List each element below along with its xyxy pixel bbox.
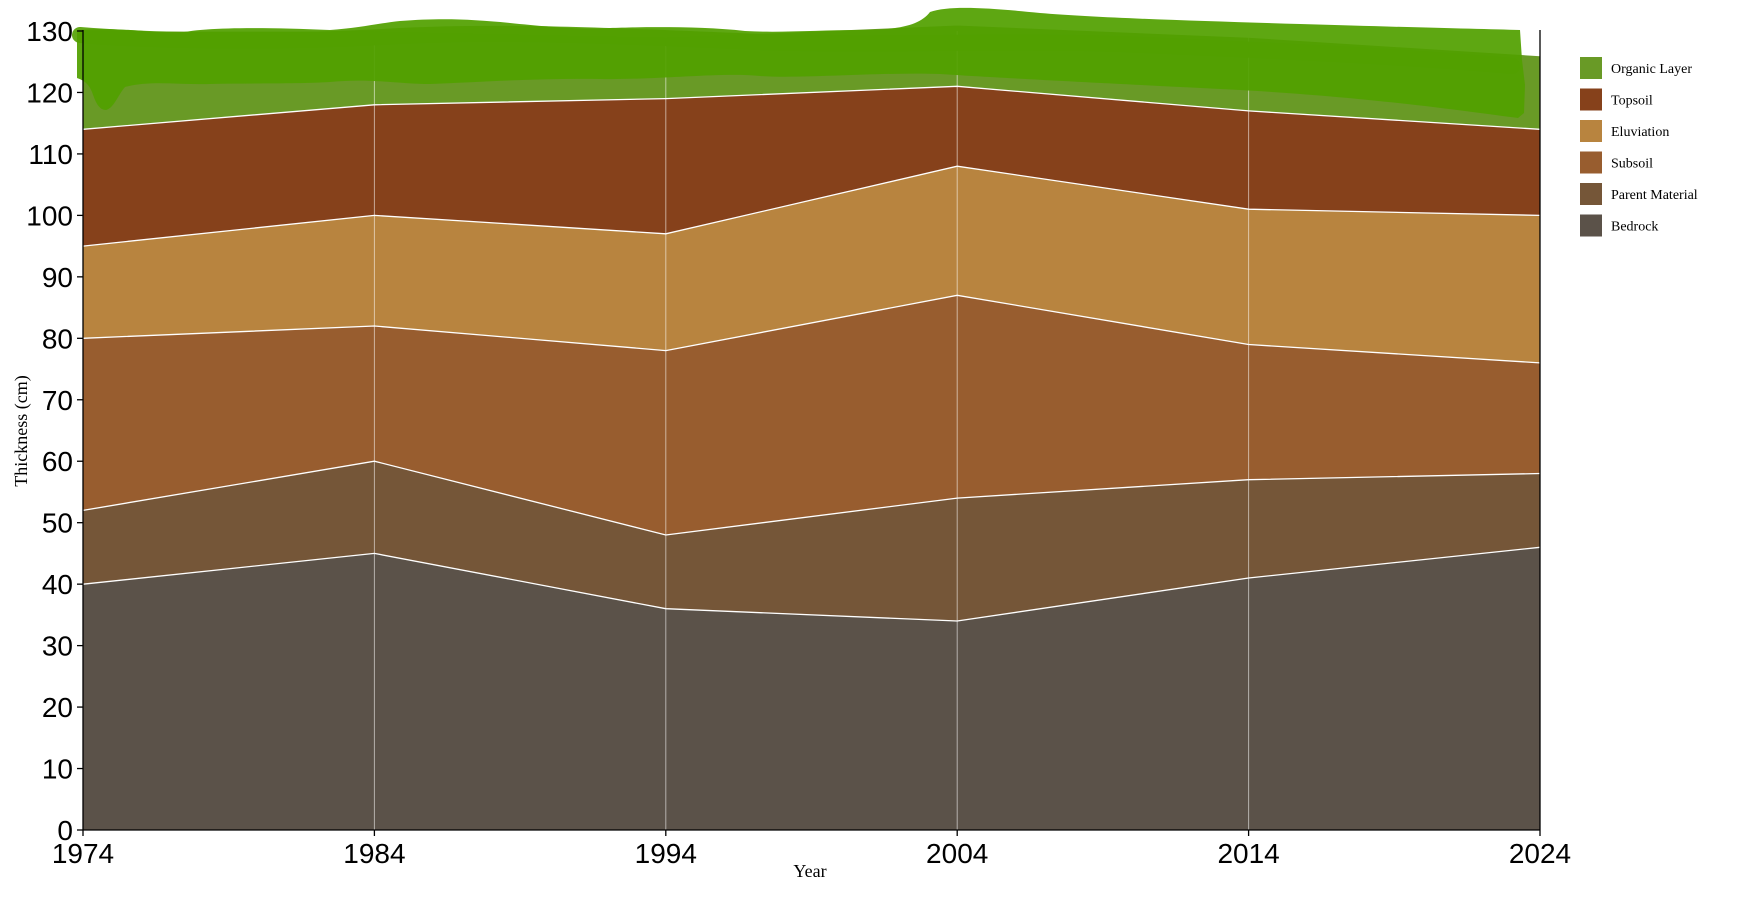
legend-swatch	[1580, 57, 1602, 79]
legend-swatch	[1580, 88, 1602, 111]
boundary-line	[82, 546, 1541, 622]
y-tick-label: 120	[26, 77, 73, 108]
x-tick-label: 2014	[1217, 838, 1279, 869]
y-axis-ticks: 0 10 20 30 40 50 60 70 80 90 100 110 120 130	[26, 16, 83, 846]
boundary-line	[82, 85, 1541, 130]
x-tick-label: 1984	[343, 838, 405, 869]
y-tick-label: 30	[42, 631, 73, 662]
x-tick-label: 1994	[635, 838, 697, 869]
axes	[82, 30, 1541, 831]
legend-label: Eluviation	[1611, 125, 1669, 140]
boundary-line	[82, 165, 1541, 247]
highlight-stroke	[72, 25, 1520, 74]
area-eluviation	[83, 166, 1540, 363]
area-subsoil	[83, 295, 1540, 535]
boundary-line	[82, 460, 1541, 536]
y-tick-label: 90	[42, 262, 73, 293]
legend-swatch	[1580, 151, 1602, 174]
legend-label: Parent Material	[1611, 188, 1698, 203]
y-tick-label: 110	[28, 139, 73, 170]
area-bedrock	[83, 547, 1540, 830]
y-tick-label: 70	[42, 385, 73, 416]
x-tick-label: 2004	[926, 838, 988, 869]
green-highlight-overlay	[72, 7, 1525, 119]
y-tick-label: 60	[42, 446, 73, 477]
legend-label: Organic Layer	[1611, 62, 1692, 77]
legend-label: Subsoil	[1611, 157, 1653, 172]
y-tick-label: 20	[42, 692, 73, 723]
legend-swatch	[1580, 183, 1602, 205]
legend-swatch	[1580, 120, 1602, 142]
legend-label: Bedrock	[1611, 220, 1658, 235]
x-axis-title: Year	[793, 861, 826, 881]
y-tick-label: 100	[26, 200, 73, 231]
y-tick-label: 130	[26, 16, 73, 47]
y-tick-label: 80	[42, 323, 73, 354]
legend-swatch	[1580, 214, 1602, 237]
y-tick-label: 50	[42, 508, 73, 539]
x-axis-ticks: 1974 1984 1994 2004 2014 2024	[52, 830, 1571, 869]
legend: Organic Layer Topsoil Eluviation Subsoil Par…	[1580, 57, 1698, 237]
y-tick-label: 40	[42, 569, 73, 600]
x-tick-label: 2024	[1509, 838, 1571, 869]
y-axis-title: Thickness (cm)	[11, 375, 32, 486]
legend-label: Topsoil	[1611, 94, 1653, 109]
area-topsoil	[83, 86, 1540, 247]
y-tick-label: 10	[42, 754, 73, 785]
area-layers	[83, 24, 1540, 830]
x-tick-label: 1974	[52, 838, 114, 869]
boundary-line	[82, 294, 1541, 364]
area-parent-material	[83, 461, 1540, 621]
y-tick-label: 0	[57, 815, 73, 846]
